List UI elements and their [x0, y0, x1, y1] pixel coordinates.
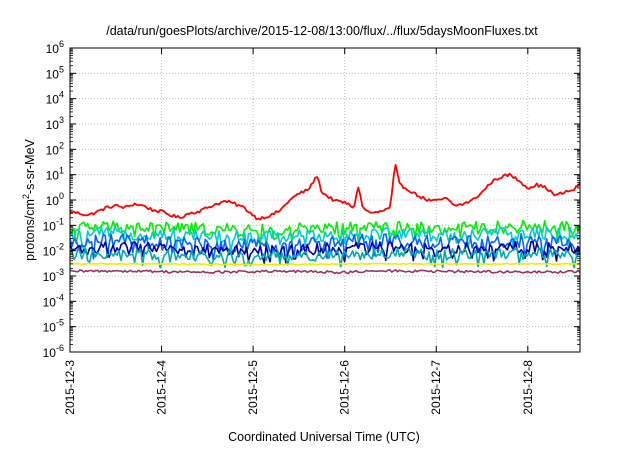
- y-tick-label: 10-6: [43, 343, 64, 360]
- series-line-1: [69, 219, 581, 247]
- y-tick-label: 10-4: [43, 292, 64, 309]
- series-line-0: [69, 164, 581, 221]
- series-line-7: [69, 268, 581, 275]
- series-line-2: [69, 225, 581, 252]
- y-tick-label: 10-3: [43, 267, 64, 284]
- y-tick-label: 102: [46, 140, 64, 157]
- y-tick-label: 104: [46, 90, 64, 107]
- series-line-5: [69, 247, 581, 269]
- y-axis: 10-6 10-5 10-4 10-3 10-2 10-1 100 101 102 103 104 1…: [43, 39, 580, 360]
- series-line-4: [69, 240, 581, 265]
- x-axis: 2015-12-3 2015-12-4 2015-12-5 2015-12-6 2015…: [63, 48, 535, 415]
- y-tick-label: 101: [46, 166, 64, 183]
- y-tick-label: 105: [46, 64, 64, 81]
- y-tick-label: 106: [46, 39, 64, 56]
- x-tick-label: 2015-12-6: [338, 360, 352, 415]
- chart-title: /data/run/goesPlots/archive/2015-12-08/1…: [106, 24, 538, 38]
- series-layer: [69, 164, 581, 275]
- x-tick-label: 2015-12-5: [246, 360, 260, 415]
- y-tick-label: 10-5: [43, 318, 64, 335]
- x-tick-label: 2015-12-4: [155, 360, 169, 415]
- x-tick-label: 2015-12-3: [63, 360, 77, 415]
- x-axis-title: Coordinated Universal Time (UTC): [228, 430, 420, 444]
- y-tick-label: 10-1: [43, 216, 64, 233]
- x-tick-label: 2015-12-7: [429, 360, 443, 415]
- y-tick-label: 10-2: [43, 242, 64, 259]
- series-line-6: [69, 262, 580, 266]
- y-tick-label: 100: [46, 191, 64, 208]
- x-tick-label: 2015-12-8: [521, 360, 535, 415]
- grid: [70, 48, 580, 352]
- y-tick-label: 103: [46, 115, 64, 132]
- y-axis-title: protons/cm2-s-sr-MeV: [21, 138, 37, 260]
